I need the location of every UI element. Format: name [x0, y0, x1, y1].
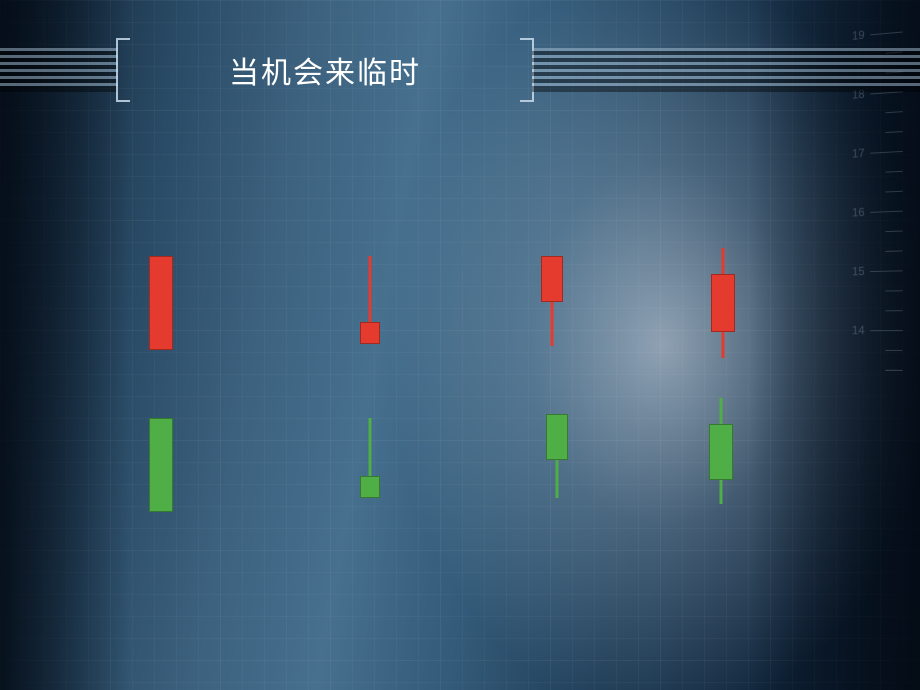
- candlestick-body: [709, 424, 733, 480]
- candlestick-body: [711, 274, 735, 332]
- candlestick-g1: [160, 0, 161, 1]
- candlestick-body: [360, 322, 380, 344]
- candlestick-g3: [556, 0, 557, 1]
- candlestick-r4: [722, 0, 723, 1]
- candlestick-body: [149, 418, 173, 512]
- candlestick-body: [541, 256, 563, 302]
- candlestick-stage: [0, 0, 920, 690]
- candlestick-body: [546, 414, 568, 460]
- candlestick-g2: [369, 0, 370, 1]
- candlestick-body: [149, 256, 173, 350]
- candlestick-body: [360, 476, 380, 498]
- candlestick-r3: [551, 0, 552, 1]
- candlestick-g4: [720, 0, 721, 1]
